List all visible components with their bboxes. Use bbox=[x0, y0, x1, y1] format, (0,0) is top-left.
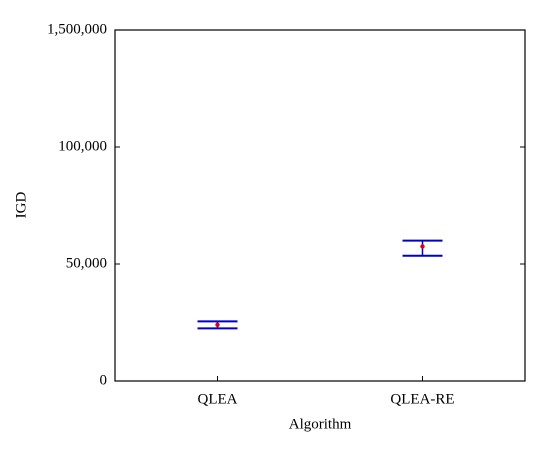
y-axis-label: IGD bbox=[13, 192, 29, 219]
y-tick-label: 1,500,000 bbox=[47, 21, 107, 37]
x-tick-label: QLEA-RE bbox=[390, 391, 454, 407]
plot-frame bbox=[114, 29, 526, 382]
y-tick-label: 0 bbox=[100, 372, 108, 388]
y-tick-label: 50,000 bbox=[66, 255, 107, 271]
y-tick-label: 100,000 bbox=[58, 138, 107, 154]
x-tick-label: QLEA bbox=[198, 391, 238, 407]
mean-point bbox=[420, 244, 425, 249]
mean-point bbox=[215, 322, 220, 328]
x-axis-label: Algorithm bbox=[289, 416, 352, 432]
